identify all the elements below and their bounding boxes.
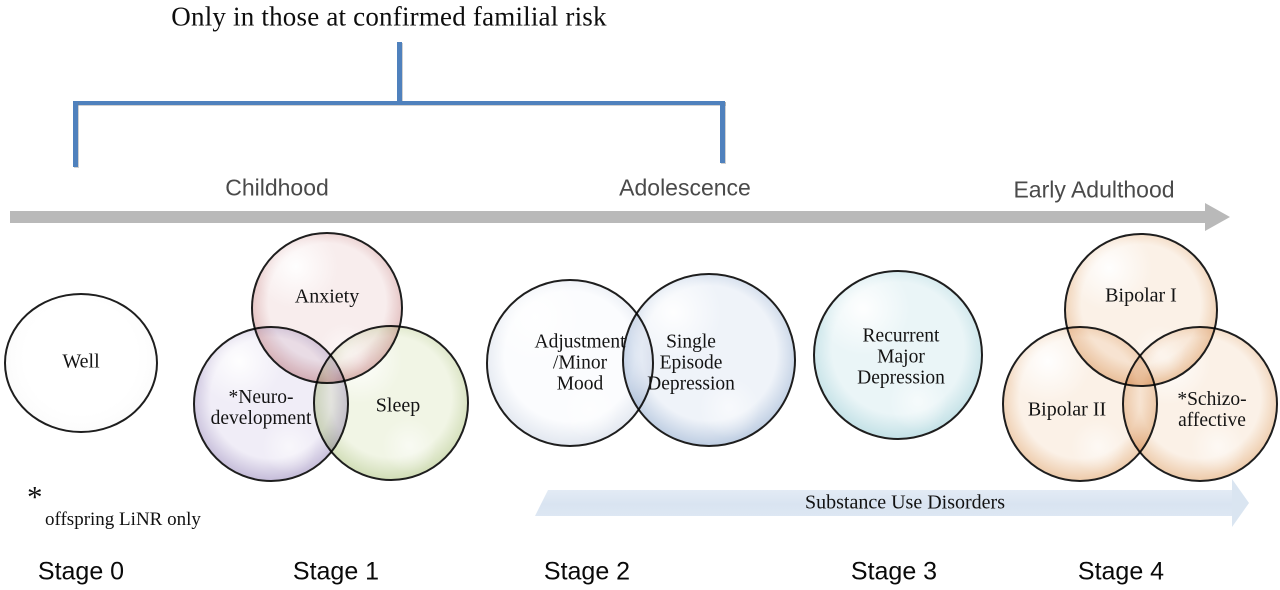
- circle-label-schizoaffective: *Schizo- affective: [1177, 389, 1247, 431]
- stage-1-label: Stage 1: [292, 557, 380, 586]
- stage-0-label: Stage 0: [37, 557, 125, 586]
- stage-4-label: Stage 4: [1077, 557, 1165, 586]
- circle-label-sleep: Sleep: [375, 394, 421, 417]
- circle-sleep: [313, 325, 469, 481]
- circle-label-single-episode-depression: Single Episode Depression: [647, 331, 735, 395]
- circle-schizoaffective: [1122, 326, 1278, 482]
- circle-well: [4, 293, 158, 433]
- timeline-arrow-body: [10, 211, 1205, 223]
- stage-2-label: Stage 2: [543, 557, 631, 586]
- timeline-arrowhead-icon: [1205, 203, 1230, 231]
- bracket-left-drop-line: [73, 101, 78, 167]
- footnote-asterisk: *: [27, 479, 43, 514]
- bracket-stem-line: [397, 42, 402, 104]
- substance-arrowhead-icon: [1232, 479, 1249, 527]
- circle-label-recurrent-major-depression: Recurrent Major Depression: [857, 325, 945, 389]
- circle-label-adjustment-minor-mood: Adjustment /Minor Mood: [534, 331, 626, 395]
- circle-single-episode-depression: [622, 273, 796, 447]
- circle-label-neurodevelopment: *Neuro- development: [210, 387, 312, 429]
- figure-title: Only in those at confirmed familial risk: [171, 1, 607, 32]
- period-label-childhood: Childhood: [225, 174, 329, 201]
- circle-label-anxiety: Anxiety: [294, 285, 360, 308]
- circle-label-bipolar-ii: Bipolar II: [1027, 398, 1107, 421]
- circle-recurrent-major-depression: [813, 270, 983, 440]
- stage-3-label: Stage 3: [850, 557, 938, 586]
- period-label-early-adulthood: Early Adulthood: [1013, 176, 1175, 203]
- bracket-horizontal-line: [73, 101, 725, 105]
- substance-arrow-body: [535, 490, 1232, 516]
- substance-arrow-label: Substance Use Disorders: [805, 491, 1005, 514]
- circle-label-well: Well: [62, 350, 100, 373]
- footnote-text: offspring LiNR only: [45, 509, 201, 530]
- period-label-adolescence: Adolescence: [619, 174, 751, 201]
- bracket-right-drop-line: [720, 101, 725, 163]
- circle-label-bipolar-i: Bipolar I: [1105, 284, 1177, 307]
